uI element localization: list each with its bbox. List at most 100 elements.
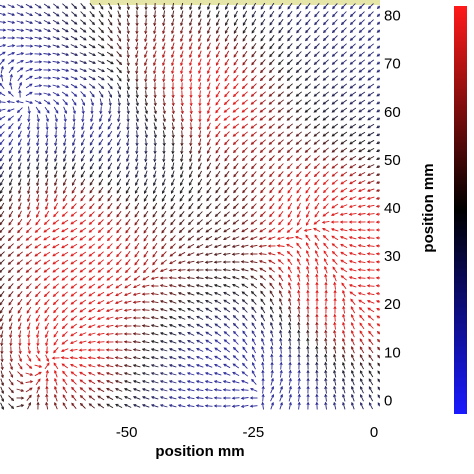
vector-arrow (198, 10, 202, 18)
vector-arrow-head (170, 206, 174, 210)
vector-arrow (178, 251, 186, 257)
vector-arrow (350, 19, 356, 25)
vector-arrow-head (98, 174, 102, 178)
vector-arrow-head (331, 189, 335, 193)
vector-arrow (349, 260, 357, 264)
vector-arrow-head (159, 300, 164, 304)
vector-arrow (124, 317, 132, 319)
vector-arrow-head (269, 206, 273, 210)
vector-arrow (126, 178, 130, 186)
vector-arrow-head (8, 126, 12, 130)
vector-arrow-head (287, 46, 291, 50)
vector-arrow (25, 91, 33, 97)
vector-arrow (278, 163, 284, 169)
vector-arrow (316, 370, 318, 378)
vector-arrow-head (333, 313, 337, 318)
vector-arrow (187, 235, 195, 241)
vector-arrow (0, 154, 5, 162)
vector-arrow-head (70, 269, 74, 273)
vector-arrow-head (351, 378, 354, 382)
vector-arrow (260, 3, 266, 10)
vector-arrow (325, 330, 327, 338)
vector-arrow-head (11, 44, 16, 48)
vector-arrow (90, 130, 94, 138)
vector-arrow (260, 147, 266, 153)
vector-arrow (98, 178, 104, 186)
vector-arrow-head (99, 102, 103, 107)
vector-arrow-head (270, 369, 274, 374)
vector-arrow (25, 12, 33, 16)
vector-arrow-head (214, 229, 218, 233)
vector-arrow (270, 314, 274, 322)
vector-arrow (331, 235, 339, 241)
vector-arrow-head (349, 21, 354, 25)
vector-arrow-head (198, 166, 201, 170)
vector-arrow-head (357, 276, 362, 280)
vector-arrow (34, 76, 42, 80)
vector-arrow (241, 268, 249, 272)
vector-arrow-head (144, 94, 148, 99)
vector-arrow-head (259, 93, 263, 97)
vector-arrow (70, 44, 78, 48)
vector-arrow (8, 395, 14, 401)
vector-arrow (260, 155, 266, 161)
vector-arrow-head (98, 142, 102, 146)
vector-arrow-head (153, 102, 157, 107)
vector-arrow-head (46, 362, 50, 366)
vector-arrow-head (18, 334, 22, 339)
vector-arrow (368, 346, 374, 354)
vector-arrow (7, 52, 15, 56)
vector-arrow (25, 387, 33, 393)
vector-arrow (116, 42, 122, 50)
vector-arrow (251, 50, 257, 58)
vector-arrow-head (144, 22, 148, 27)
vector-arrow (162, 34, 166, 42)
vector-arrow (36, 330, 40, 338)
vector-arrow-head (180, 70, 184, 75)
vector-arrow (152, 218, 158, 226)
vector-arrow (224, 50, 230, 58)
vector-arrow (107, 162, 113, 170)
vector-arrow (61, 243, 69, 249)
vector-arrow (278, 18, 284, 26)
vector-arrow (106, 388, 114, 392)
vector-arrow-head (118, 38, 122, 42)
vector-arrow-head (89, 150, 93, 154)
vector-arrow-head (241, 117, 245, 121)
vector-arrow (153, 162, 157, 170)
vector-arrow (367, 148, 375, 152)
vector-arrow-head (114, 332, 118, 336)
vector-arrow-head (323, 29, 327, 34)
vector-arrow-head (195, 364, 200, 367)
vector-arrow-head (196, 331, 200, 335)
vector-arrow-head (324, 393, 328, 398)
vector-arrow-head (70, 261, 74, 265)
vector-arrow (225, 26, 229, 34)
vector-arrow (358, 155, 366, 161)
vector-arrow (36, 394, 40, 402)
vector-arrow (232, 227, 240, 233)
vector-arrow-head (223, 323, 227, 327)
vector-arrow-head (180, 118, 184, 123)
vector-arrow (44, 283, 50, 289)
vector-arrow-head (260, 174, 264, 178)
vector-arrow-head (88, 269, 92, 273)
vector-arrow (45, 186, 49, 194)
vector-arrow (262, 394, 264, 402)
vector-arrow-head (62, 394, 66, 398)
vector-arrow (278, 186, 284, 194)
vector-arrow (340, 212, 348, 216)
vector-arrow-head (26, 318, 30, 322)
vector-arrow (376, 125, 380, 129)
vector-arrow (0, 322, 4, 330)
vector-arrow (305, 171, 311, 177)
vector-arrow-head (83, 45, 87, 49)
vector-arrow-head (80, 150, 84, 154)
vector-arrow-head (358, 101, 362, 105)
vector-arrow (241, 261, 249, 263)
vector-arrow-head (159, 372, 164, 376)
vector-arrow-head (333, 369, 337, 374)
vector-arrow-head (269, 298, 273, 302)
vector-arrow-head (179, 222, 183, 226)
vector-arrow-head (152, 254, 156, 258)
